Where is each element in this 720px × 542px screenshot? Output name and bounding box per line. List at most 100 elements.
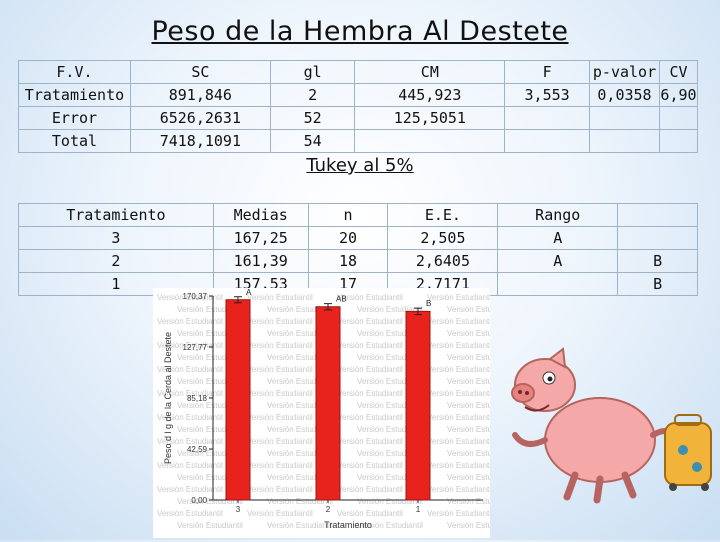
y-tick-label: 127,77 xyxy=(183,343,208,352)
watermark-text: Versión Estudiantil xyxy=(267,521,333,530)
watermark-text: Versión Estudiantil xyxy=(427,365,490,374)
watermark-text: Versión Estudiantil xyxy=(427,461,490,470)
tukey-cell: A xyxy=(497,249,619,273)
anova-cell: 445,923 xyxy=(354,83,506,107)
watermark-text: Versión Estudiantil xyxy=(447,401,490,410)
tukey-row-3: 3 167,25 20 2,505 A xyxy=(18,226,698,250)
bar-chart: Versión Estudiantil Versión Estudiantil Ve… xyxy=(153,288,513,538)
watermark-text: Versión Estudiantil xyxy=(337,317,403,326)
watermark-text: Versión Estudiantil xyxy=(357,377,423,386)
watermark-text: Versión Estudiantil xyxy=(247,341,313,350)
watermark-text: Versión Estudiantil xyxy=(337,437,403,446)
watermark-text: Versión Estudiantil xyxy=(357,449,423,458)
tukey-cell: 2,505 xyxy=(387,226,499,250)
anova-header-cv: CV xyxy=(658,60,699,84)
watermark-text: Versión Estudiantil xyxy=(177,449,243,458)
y-ticks: 0,00 42,59 85,18 127,77 170,37 xyxy=(183,292,213,505)
watermark-text: Versión Estudiantil xyxy=(447,425,490,434)
watermark-text: Versión Estudiantil xyxy=(247,509,313,518)
watermark-text: Versión Estudiantil xyxy=(267,473,333,482)
watermark-text: Versión Estudiantil xyxy=(177,473,243,482)
anova-row-error: Error 6526,2631 52 125,5051 xyxy=(18,106,699,130)
bar xyxy=(225,299,251,501)
watermark-text: Versión Estudiantil xyxy=(267,377,333,386)
pig-with-luggage-illustration xyxy=(505,345,715,505)
watermark-text: Versión Estudiantil xyxy=(337,461,403,470)
watermark-text: Versión Estudiantil xyxy=(157,485,223,494)
watermark-text: Versión Estudiantil xyxy=(337,365,403,374)
pig-icon xyxy=(511,347,680,504)
watermark-text: Versión Estudiantil xyxy=(177,353,243,362)
tukey-cell: 2,6405 xyxy=(387,249,499,273)
watermark-text: Versión Estudiantil xyxy=(427,485,490,494)
tukey-header-rango2 xyxy=(617,203,698,227)
watermark-text: Versión Estudiantil xyxy=(357,521,423,530)
watermark-text: Versión Estudiantil xyxy=(247,437,313,446)
tukey-cell: 3 xyxy=(18,226,214,250)
watermark-text: Versión Estudiantil xyxy=(247,293,313,302)
watermark-text: Versión Estudiantil xyxy=(157,293,223,302)
anova-cell: 3,553 xyxy=(504,83,591,107)
tukey-cell xyxy=(617,226,698,250)
error-bar xyxy=(414,307,422,316)
watermark-text: Versión Estudiantil xyxy=(427,389,490,398)
tukey-cell: 2 xyxy=(18,249,214,273)
watermark-text: Versión Estudiantil xyxy=(247,365,313,374)
tukey-cell: B xyxy=(617,249,698,273)
anova-row-tratamiento: Tratamiento 891,846 2 445,923 3,553 0,03… xyxy=(18,83,699,107)
watermark-text: Versión Estudiantil xyxy=(177,305,243,314)
watermark-text: Versión Estudiantil xyxy=(267,497,333,506)
watermark-text: Versión Estudiantil xyxy=(247,461,313,470)
watermark-text: Versión Estudiantil xyxy=(447,305,490,314)
watermark-text: Versión Estudiantil xyxy=(157,341,223,350)
watermark-text: Versión Estudiantil xyxy=(447,473,490,482)
anova-cell: Error xyxy=(18,106,131,130)
anova-cell xyxy=(354,129,506,153)
anova-header-f: F xyxy=(504,60,591,84)
bar-letter-label: B xyxy=(426,299,431,308)
watermark-text: Versión Estudiantil xyxy=(447,353,490,362)
watermark-text: Versión Estudiantil xyxy=(157,461,223,470)
tukey-cell: 18 xyxy=(307,249,389,273)
bars: A 3 AB 2 B 1 xyxy=(225,288,431,514)
watermark-layer: Versión Estudiantil Versión Estudiantil Ve… xyxy=(157,293,513,530)
watermark-text: Versión Estudiantil xyxy=(357,329,423,338)
x-axis-label: Tratamiento xyxy=(324,520,372,530)
watermark-text: Versión Estudiantil xyxy=(337,341,403,350)
watermark-text: Versión Estudiantil xyxy=(177,521,243,530)
slide-title: Peso de la Hembra Al Destete xyxy=(151,16,569,47)
watermark-text: Versión Estudiantil xyxy=(357,401,423,410)
bar-chart-svg: Versión Estudiantil Versión Estudiantil Ve… xyxy=(157,288,513,530)
y-axis-label: Peso d l g de la Cerda al Destete xyxy=(163,332,173,464)
watermark-text: Versión Estudiantil xyxy=(447,377,490,386)
tukey-header-medias: Medias xyxy=(212,203,309,227)
tukey-row-2: 2 161,39 18 2,6405 A B xyxy=(18,249,698,273)
watermark-text: Versión Estudiantil xyxy=(427,509,490,518)
anova-table: F.V. SC gl CM F p-valor CV Tratamiento 8… xyxy=(18,60,699,153)
watermark-text: Versión Estudiantil xyxy=(357,353,423,362)
tukey-header-n: n xyxy=(307,203,389,227)
watermark-text: Versión Estudiantil xyxy=(177,377,243,386)
watermark-text: Versión Estudiantil xyxy=(357,305,423,314)
watermark-text: Versión Estudiantil xyxy=(427,413,490,422)
watermark-text: Versión Estudiantil xyxy=(427,293,490,302)
watermark-text: Versión Estudiantil xyxy=(337,509,403,518)
tukey-cell: B xyxy=(617,272,698,296)
watermark-text: Versión Estudiantil xyxy=(267,449,333,458)
tukey-cell: 167,25 xyxy=(212,226,309,250)
watermark-text: Versión Estudiantil xyxy=(157,413,223,422)
anova-cell xyxy=(504,129,591,153)
watermark-text: Versión Estudiantil xyxy=(177,497,243,506)
anova-cell: 125,5051 xyxy=(354,106,506,130)
bar-letter-label: AB xyxy=(336,295,347,304)
watermark-text: Versión Estudiantil xyxy=(337,389,403,398)
anova-header-fv: F.V. xyxy=(18,60,131,84)
anova-cell xyxy=(658,129,699,153)
watermark-text: Versión Estudiantil xyxy=(357,497,423,506)
anova-cell xyxy=(589,129,660,153)
anova-cell: 6526,2631 xyxy=(129,106,271,130)
y-tick-label: 42,59 xyxy=(187,445,208,454)
watermark-text: Versión Estudiantil xyxy=(157,389,223,398)
bar xyxy=(315,306,341,501)
bar-letter-label: A xyxy=(246,288,252,297)
